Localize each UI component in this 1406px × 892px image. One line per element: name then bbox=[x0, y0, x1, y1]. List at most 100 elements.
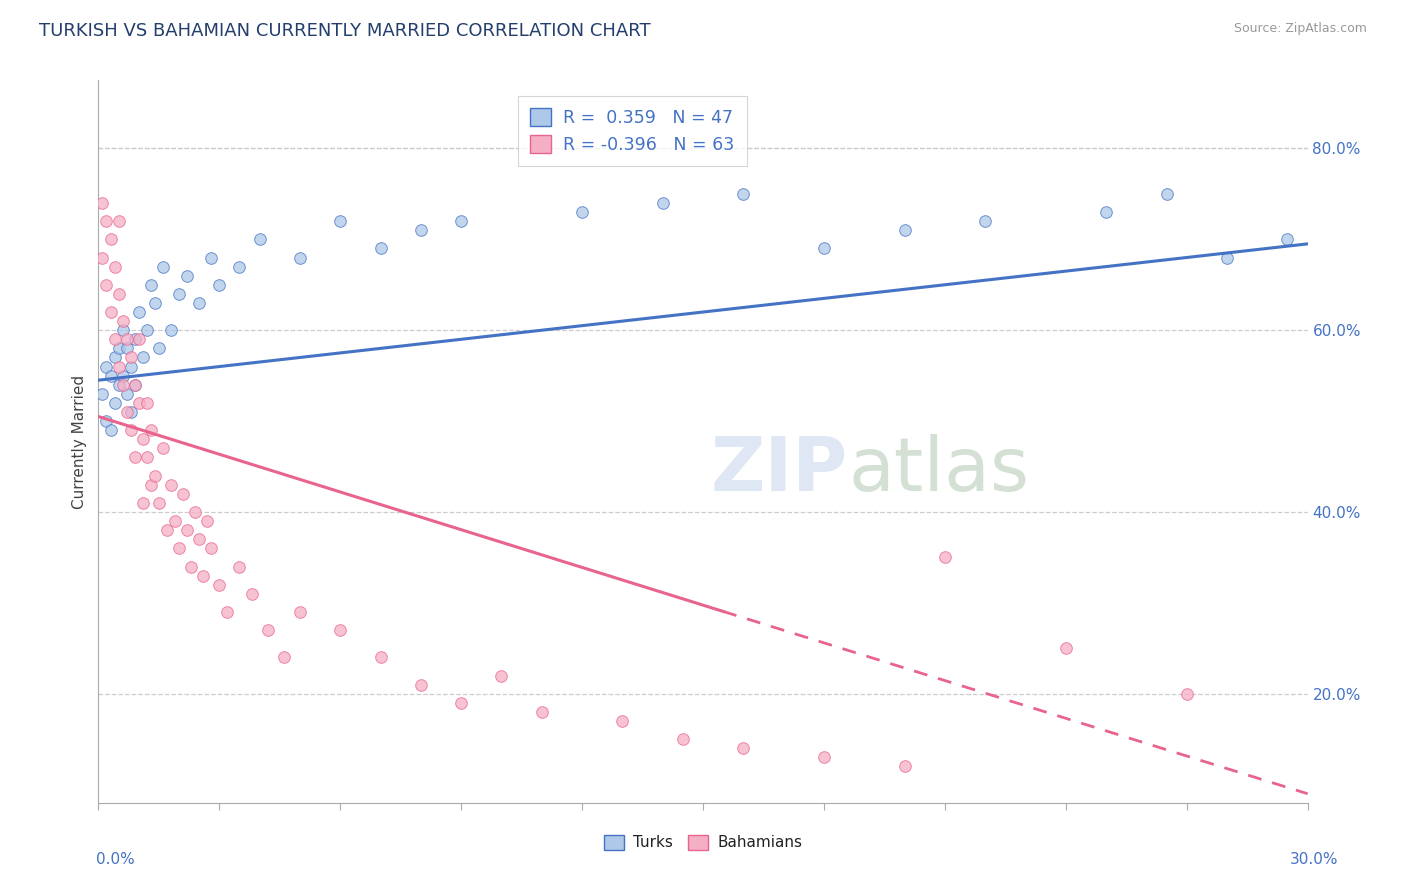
Point bbox=[100, 368, 122, 383]
Point bbox=[107, 377, 129, 392]
Text: ZIP: ZIP bbox=[711, 434, 848, 507]
Point bbox=[103, 351, 125, 365]
Point bbox=[111, 368, 134, 383]
Point bbox=[96, 214, 118, 228]
Point bbox=[120, 351, 142, 365]
Point bbox=[139, 277, 162, 292]
Point bbox=[111, 323, 134, 337]
Point bbox=[1095, 205, 1118, 219]
Point bbox=[139, 423, 162, 437]
Point bbox=[100, 423, 122, 437]
Point bbox=[107, 359, 129, 374]
Point bbox=[491, 668, 513, 682]
Point bbox=[91, 387, 114, 401]
Point bbox=[184, 505, 207, 519]
Point bbox=[91, 196, 114, 211]
Point bbox=[733, 186, 755, 201]
Point bbox=[813, 750, 835, 764]
Point bbox=[167, 541, 190, 556]
Point bbox=[893, 759, 915, 773]
Point bbox=[152, 260, 174, 274]
Point bbox=[143, 468, 166, 483]
Point bbox=[107, 214, 129, 228]
Point bbox=[128, 396, 150, 410]
Point bbox=[135, 323, 157, 337]
Point bbox=[176, 523, 198, 537]
Point bbox=[249, 232, 271, 246]
Point bbox=[288, 605, 311, 619]
Point bbox=[370, 241, 392, 255]
Point bbox=[450, 214, 472, 228]
Point bbox=[228, 260, 250, 274]
Point bbox=[91, 251, 114, 265]
Point bbox=[200, 541, 222, 556]
Point bbox=[111, 314, 134, 328]
Point bbox=[120, 405, 142, 419]
Point bbox=[217, 605, 239, 619]
Y-axis label: Currently Married: Currently Married bbox=[72, 375, 87, 508]
Point bbox=[128, 305, 150, 319]
Point bbox=[143, 296, 166, 310]
Point bbox=[115, 332, 138, 346]
Point bbox=[135, 450, 157, 465]
Point bbox=[208, 577, 231, 591]
Point bbox=[195, 514, 218, 528]
Point bbox=[672, 732, 695, 747]
Point bbox=[240, 587, 263, 601]
Point bbox=[107, 342, 129, 356]
Point bbox=[450, 696, 472, 710]
Point bbox=[530, 705, 553, 719]
Point bbox=[288, 251, 311, 265]
Point bbox=[193, 568, 215, 582]
Point bbox=[163, 514, 186, 528]
Point bbox=[188, 296, 211, 310]
Point bbox=[115, 387, 138, 401]
Point bbox=[370, 650, 392, 665]
Point bbox=[934, 550, 956, 565]
Point bbox=[733, 741, 755, 756]
Text: Source: ZipAtlas.com: Source: ZipAtlas.com bbox=[1233, 22, 1367, 36]
Point bbox=[893, 223, 915, 237]
Point bbox=[256, 623, 278, 637]
Point bbox=[1156, 186, 1178, 201]
Point bbox=[200, 251, 222, 265]
Point bbox=[124, 332, 146, 346]
Point bbox=[148, 342, 170, 356]
Point bbox=[156, 523, 179, 537]
Point bbox=[208, 277, 231, 292]
Point bbox=[107, 286, 129, 301]
Text: atlas: atlas bbox=[848, 434, 1029, 507]
Point bbox=[180, 559, 202, 574]
Point bbox=[329, 623, 352, 637]
Point bbox=[571, 205, 593, 219]
Point bbox=[167, 286, 190, 301]
Text: 30.0%: 30.0% bbox=[1291, 852, 1339, 867]
Text: 0.0%: 0.0% bbox=[96, 852, 135, 867]
Point bbox=[115, 405, 138, 419]
Point bbox=[115, 342, 138, 356]
Point bbox=[124, 377, 146, 392]
Point bbox=[409, 223, 432, 237]
Point bbox=[124, 377, 146, 392]
Legend: Turks, Bahamians: Turks, Bahamians bbox=[598, 829, 808, 856]
Point bbox=[1216, 251, 1239, 265]
Point bbox=[128, 332, 150, 346]
Point bbox=[148, 496, 170, 510]
Point bbox=[135, 396, 157, 410]
Point bbox=[152, 442, 174, 456]
Point bbox=[1277, 232, 1299, 246]
Point bbox=[188, 533, 211, 547]
Point bbox=[813, 241, 835, 255]
Point bbox=[651, 196, 673, 211]
Point bbox=[111, 377, 134, 392]
Point bbox=[612, 714, 634, 728]
Point bbox=[120, 423, 142, 437]
Point bbox=[96, 359, 118, 374]
Point bbox=[103, 260, 125, 274]
Point bbox=[96, 414, 118, 428]
Point bbox=[1175, 687, 1198, 701]
Point bbox=[132, 351, 155, 365]
Point bbox=[132, 496, 155, 510]
Point bbox=[409, 678, 432, 692]
Point bbox=[176, 268, 198, 283]
